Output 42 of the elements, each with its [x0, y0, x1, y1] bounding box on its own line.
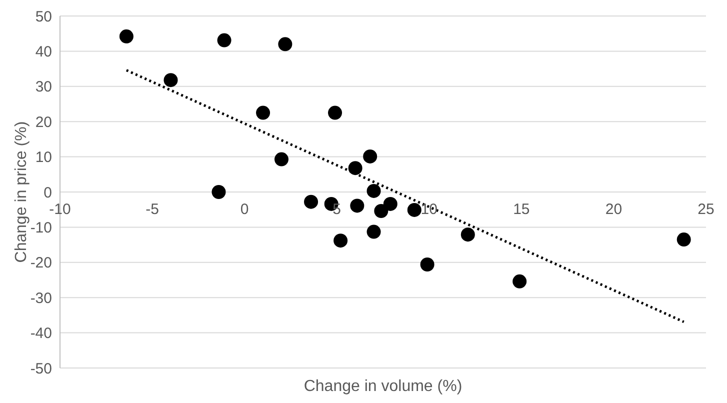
x-tick-label: -5	[146, 201, 159, 218]
point	[212, 185, 226, 199]
x-tick-label: -10	[49, 201, 71, 218]
point	[350, 198, 364, 213]
point	[217, 33, 232, 48]
point	[420, 258, 434, 272]
point	[256, 106, 270, 120]
y-tick-label: 40	[35, 44, 52, 61]
point	[366, 184, 381, 198]
x-tick-label: 15	[513, 201, 530, 218]
point	[512, 274, 527, 288]
x-axis-title: Change in volume (%)	[304, 378, 462, 395]
x-tick-label: 20	[605, 201, 622, 218]
y-tick-label: 20	[35, 114, 52, 131]
point	[278, 37, 292, 52]
point	[164, 73, 178, 88]
y-tick-label: -10	[30, 220, 52, 237]
x-tick-label: 25	[698, 201, 714, 218]
point	[348, 161, 362, 176]
y-axis-title: Change in price (%)	[13, 121, 30, 263]
point	[363, 149, 378, 164]
y-tick-label: -40	[30, 325, 52, 342]
y-tick-label: 0	[44, 184, 52, 202]
y-tick-label: 10	[35, 149, 52, 166]
point	[328, 106, 342, 120]
point	[119, 29, 134, 44]
y-tick-label: -30	[30, 290, 52, 307]
x-tick-label: 10	[420, 201, 438, 218]
point	[334, 234, 348, 248]
x-tick-label: 0	[240, 201, 249, 218]
point	[374, 204, 388, 218]
y-tick-label: 50	[35, 8, 52, 26]
point	[366, 224, 381, 239]
point	[407, 202, 422, 217]
y-tick-label: -20	[30, 254, 52, 272]
point	[460, 228, 475, 242]
y-tick-label: 30	[35, 78, 52, 96]
point	[383, 196, 398, 211]
point	[676, 232, 691, 247]
point	[304, 194, 318, 209]
point	[274, 152, 288, 166]
y-tick-label: -50	[30, 360, 52, 378]
